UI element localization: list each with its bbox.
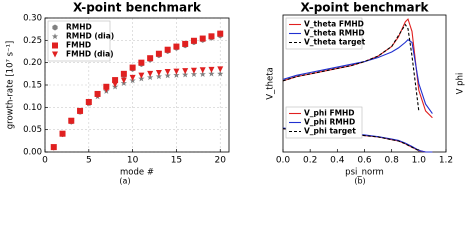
x-tick-label: 0.2 (303, 156, 317, 166)
point (147, 74, 154, 81)
point (208, 33, 215, 40)
point (217, 30, 224, 37)
point (68, 118, 75, 125)
x-tick-label: 0.8 (385, 156, 400, 166)
y-tick-label: 0.20 (23, 58, 42, 68)
point (155, 73, 163, 80)
point (208, 66, 215, 73)
point (173, 71, 180, 78)
x-tick-label: 0.4 (330, 156, 345, 166)
y-axis-label: V_theta (266, 67, 276, 100)
x-tick-label: 0.6 (357, 156, 372, 166)
point (173, 43, 180, 50)
point (77, 108, 84, 115)
point (164, 72, 171, 79)
legend-label: FMHD (66, 41, 91, 50)
line (282, 23, 420, 111)
plot-frame (282, 14, 447, 153)
point (155, 69, 162, 76)
line (282, 128, 420, 152)
point (164, 69, 171, 76)
point (120, 70, 127, 77)
point (199, 67, 206, 74)
point (59, 131, 66, 138)
legend-box (47, 20, 111, 62)
x-tick-label: 1.2 (439, 156, 453, 166)
point (120, 77, 127, 84)
point (208, 70, 215, 77)
point (155, 50, 162, 57)
point (85, 99, 92, 106)
line (282, 38, 433, 114)
x-tick-label: 0 (42, 156, 48, 166)
x-axis-label: mode # (120, 168, 154, 178)
legend-label: V_theta RMHD (304, 29, 365, 38)
x-tick-label: 15 (171, 156, 182, 166)
point (217, 70, 224, 77)
point (190, 70, 198, 77)
y-axis-label: growth-rate [10⁷ s⁻¹] (6, 41, 16, 130)
point (129, 64, 136, 71)
point (112, 77, 119, 84)
point (164, 46, 171, 53)
point (190, 37, 197, 44)
x-tick-label: 1.0 (412, 156, 427, 166)
x-tick-label: 10 (127, 156, 139, 166)
x-axis-label: psi_norm (345, 168, 384, 178)
x-tick-label: 5 (86, 156, 92, 166)
point (217, 66, 224, 73)
chart-title: X-point benchmark (73, 1, 202, 15)
point (199, 35, 206, 42)
point (147, 70, 154, 77)
y-tick-label: 0.15 (23, 81, 42, 91)
y-tick-label: 0.05 (23, 125, 42, 135)
point (94, 92, 101, 99)
caption: (b) (354, 177, 365, 186)
legend-label: V_phi FMHD (304, 109, 355, 118)
y2-axis-label: V phi (456, 73, 466, 95)
point (182, 71, 189, 78)
point (103, 86, 110, 93)
legend-marker (51, 33, 59, 40)
legend-label: RMHD (dia) (66, 32, 114, 41)
y-tick-label: 0.10 (23, 103, 42, 113)
legend-label: V_phi target (304, 127, 356, 136)
legend-marker (52, 51, 58, 58)
x-tick-label: 20 (215, 156, 227, 166)
point (199, 70, 206, 77)
y-tick-label: 0.00 (23, 148, 42, 158)
point (190, 67, 197, 74)
point (147, 55, 154, 62)
legend-label: FMHD (dia) (66, 50, 114, 59)
legend-marker (52, 42, 58, 49)
y-tick-label: 0.30 (23, 14, 42, 24)
point (182, 40, 189, 47)
y-tick-label: 0.25 (23, 36, 42, 46)
point (112, 81, 119, 88)
point (138, 59, 145, 66)
point (129, 74, 136, 81)
chart-title: X-point benchmark (300, 1, 429, 15)
legend-label: V_theta target (304, 38, 366, 47)
legend-label: RMHD (66, 23, 92, 32)
legend-label: V_phi RMHD (304, 118, 355, 127)
legend-marker (52, 24, 58, 31)
point (50, 144, 57, 151)
point (138, 72, 145, 79)
caption: (a) (119, 177, 130, 186)
point (182, 68, 189, 75)
point (173, 68, 180, 75)
figure: X-point benchmark (a)mode # growth-rate [1… (6, 1, 466, 186)
plot-frame (44, 17, 230, 153)
x-tick-label: 0.0 (276, 156, 291, 166)
legend-label: V_theta FMHD (304, 20, 364, 29)
